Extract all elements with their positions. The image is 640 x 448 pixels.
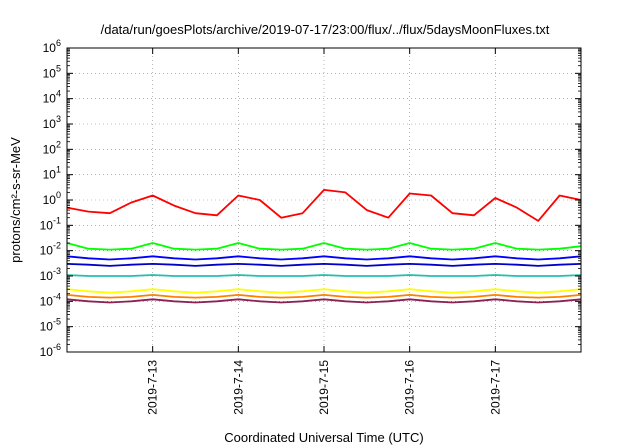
series-line-8 (66, 298, 582, 304)
y-axis-label: protons/cm²-s-sr-MeV (8, 137, 23, 263)
y-tick-label: 10-4 (40, 291, 61, 308)
x-tick-label: 2019-7-14 (231, 360, 245, 415)
y-tick-label: 10-2 (40, 241, 61, 258)
chart-title: /data/run/goesPlots/archive/2019-07-17/2… (101, 22, 550, 37)
y-tick-label: 100 (43, 190, 61, 207)
x-tick-labels: 2019-7-13 2019-7-14 2019-7-15 2019-7-16 2019… (146, 360, 503, 415)
y-tick-label: 10-1 (40, 215, 61, 232)
series-layer (66, 188, 582, 304)
y-tick-labels: 10-6 10-5 10-4 10-3 10-2 10-1 100 101 102 103 104 1… (40, 38, 61, 359)
series-line-4 (66, 262, 582, 267)
y-tick-label: 106 (43, 38, 61, 55)
x-tick-label: 2019-7-13 (146, 360, 160, 415)
y-tick-label: 102 (43, 139, 61, 156)
x-axis-label: Coordinated Universal Time (UTC) (224, 430, 423, 445)
x-tick-label: 2019-7-15 (317, 360, 331, 415)
series-line-3 (66, 255, 582, 261)
series-line-6 (66, 288, 582, 294)
grid (67, 48, 581, 352)
y-tick-label: 104 (43, 89, 61, 106)
y-tick-label: 101 (43, 165, 61, 182)
y-tick-label: 105 (43, 63, 61, 80)
series-line-1 (66, 188, 582, 222)
y-tick-label: 10-3 (40, 266, 61, 283)
series-line-7 (66, 293, 582, 299)
x-tick-label: 2019-7-17 (488, 360, 502, 415)
y-tick-label: 103 (43, 114, 61, 131)
series-line-5 (66, 274, 582, 277)
x-tick-label: 2019-7-16 (403, 360, 417, 415)
series-line-2 (66, 242, 582, 251)
y-tick-label: 10-5 (40, 317, 61, 334)
y-tick-label: 10-6 (40, 342, 61, 359)
ticks (67, 47, 581, 353)
